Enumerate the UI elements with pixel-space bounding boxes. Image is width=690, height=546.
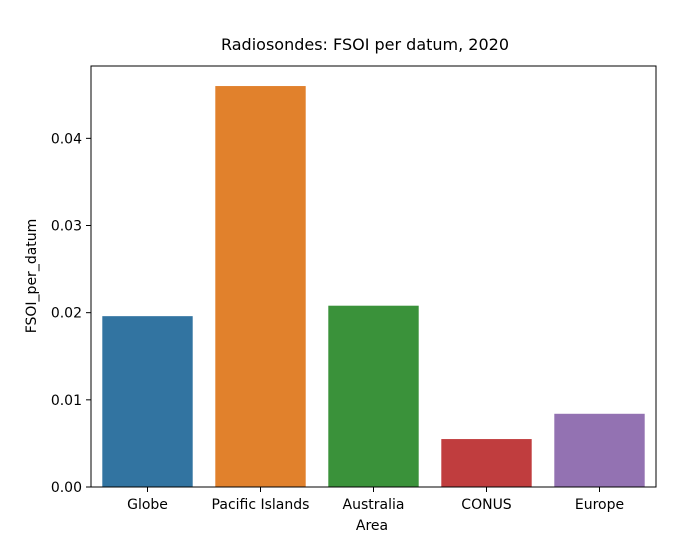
plot-frame: [90, 65, 657, 488]
x-tick-label: Globe: [127, 497, 168, 513]
x-axis-ticks: Globe Pacific Islands Australia CONUS Europe: [127, 487, 624, 513]
bars-group: [102, 86, 645, 488]
bar-globe: [102, 316, 193, 487]
x-tick-label: Europe: [575, 497, 624, 513]
y-axis-ticks: 0.00 0.01 0.02 0.03 0.04: [51, 131, 91, 496]
x-axis-label: Area: [356, 518, 388, 534]
y-tick-label: 0.01: [51, 393, 82, 409]
chart-title: Radiosondes: FSOI per datum, 2020: [221, 35, 509, 54]
x-tick-label: Pacific Islands: [212, 497, 310, 513]
y-tick-label: 0.04: [51, 131, 82, 147]
y-axis-label: FSOI_per_datum: [24, 219, 40, 334]
bar-europe: [554, 413, 645, 487]
y-tick-label: 0.02: [51, 306, 82, 322]
bar-pacific-islands: [215, 86, 306, 488]
x-tick-label: CONUS: [461, 497, 512, 513]
bar-australia: [328, 305, 419, 487]
bar-conus: [441, 439, 532, 487]
x-tick-label: Australia: [343, 497, 405, 513]
y-tick-label: 0.00: [51, 480, 82, 496]
y-tick-label: 0.03: [51, 219, 82, 235]
